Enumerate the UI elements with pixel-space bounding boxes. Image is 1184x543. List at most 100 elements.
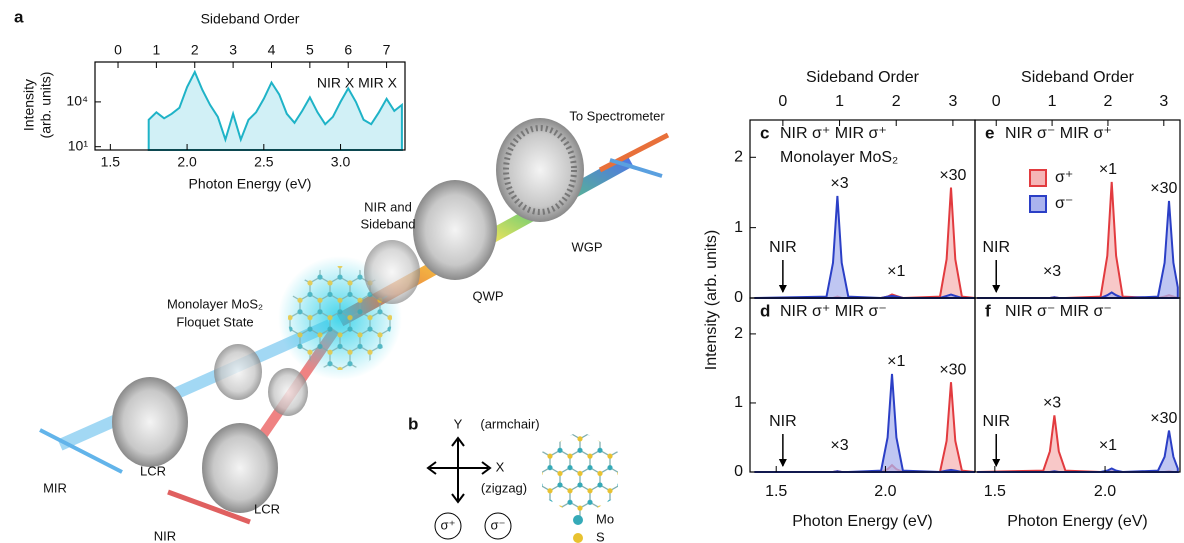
peak-annotation: ×3 <box>830 175 848 192</box>
annotation: NIR X MIR X <box>317 75 398 91</box>
y-axis-label: Intensity (arb. units) <box>703 230 720 371</box>
panel-title: NIR σ⁻ MIR σ⁺ <box>1005 125 1112 142</box>
annotation-arrowhead <box>992 459 1000 467</box>
x-axis-label: Photon Energy (eV) <box>792 513 933 530</box>
figure: a b To Spectrometer NIR and Sideband WGP… <box>0 0 1184 543</box>
label: MIR <box>43 480 67 495</box>
y-tick-label: 0 <box>734 463 743 480</box>
label: σ⁻ <box>491 517 506 532</box>
label: σ⁺ <box>441 517 456 532</box>
annotation-arrowhead <box>779 459 787 467</box>
x2-tick-label: 2 <box>1103 93 1112 110</box>
panel-title: NIR σ⁺ MIR σ⁺ <box>780 125 887 142</box>
mo-dot <box>573 515 583 525</box>
x2-axis-label: Sideband Order <box>806 69 920 86</box>
lattice <box>542 430 618 518</box>
label: QWP <box>472 288 503 303</box>
x2-tick-label: 2 <box>191 42 199 58</box>
y-tick-label: 2 <box>734 149 743 166</box>
x2-tick-label: 3 <box>1159 93 1168 110</box>
label: Monolayer MoS₂ <box>167 296 263 311</box>
panel-title: NIR σ⁻ MIR σ⁻ <box>1005 303 1112 320</box>
qwp <box>413 180 497 280</box>
x-tick-label: 2.0 <box>177 154 197 170</box>
legend-label: σ⁺ <box>1055 169 1073 186</box>
peak-annotation: ×30 <box>939 167 966 184</box>
panel-subtitle: Monolayer MoS₂ <box>780 149 898 166</box>
label: Y <box>454 416 463 431</box>
label: NIR <box>154 528 176 543</box>
legend-swatch <box>1030 170 1046 186</box>
series-area <box>977 431 1178 472</box>
x-axis-label: Photon Energy (eV) <box>189 176 312 192</box>
plot-frame <box>750 120 975 298</box>
peak-annotation: NIR <box>982 413 1010 430</box>
panel-label: a <box>14 7 24 26</box>
lens <box>364 240 420 304</box>
label: WGP <box>571 239 602 254</box>
label: Mo <box>596 511 614 526</box>
x-tick-label: 1.5 <box>765 483 787 500</box>
plot-frame <box>975 120 1180 298</box>
peak-annotation: ×1 <box>1099 161 1117 178</box>
x-tick-label: 2.0 <box>874 483 896 500</box>
x-tick-label: 1.5 <box>101 154 121 170</box>
x-tick-label: 2.5 <box>254 154 274 170</box>
plot-frame <box>750 298 975 472</box>
x2-tick-label: 4 <box>268 42 276 58</box>
x2-axis-label: Sideband Order <box>1021 69 1135 86</box>
label: LCR <box>140 463 166 478</box>
panel-label: e <box>985 123 994 142</box>
x-tick-label: 2.0 <box>1094 483 1116 500</box>
legend-swatch <box>1030 196 1046 212</box>
y-tick-label: 1 <box>734 394 743 411</box>
peak-annotation: ×30 <box>939 361 966 378</box>
label: (zigzag) <box>481 480 527 495</box>
x2-tick-label: 3 <box>948 93 957 110</box>
y-tick-label: 10¹ <box>68 137 89 153</box>
lens <box>202 423 278 513</box>
peak-annotation: ×3 <box>1043 263 1061 280</box>
label: Sideband <box>361 216 416 231</box>
lens <box>112 377 188 467</box>
peak-annotation: ×30 <box>1150 410 1177 427</box>
x-axis-label: Photon Energy (eV) <box>1007 513 1148 530</box>
x2-tick-label: 1 <box>835 93 844 110</box>
label: LCR <box>254 501 280 516</box>
panel-label: c <box>760 123 769 142</box>
label: (armchair) <box>480 416 539 431</box>
wgp <box>496 118 584 222</box>
y-tick-label: 0 <box>734 289 743 306</box>
x2-tick-label: 7 <box>383 42 391 58</box>
peak-annotation: NIR <box>769 239 797 256</box>
peak-annotation: ×1 <box>1099 437 1117 454</box>
y-tick-label: 1 <box>734 219 743 236</box>
x2-tick-label: 0 <box>778 93 787 110</box>
x2-tick-label: 1 <box>1048 93 1057 110</box>
peak-annotation: ×1 <box>887 353 905 370</box>
x2-tick-label: 5 <box>306 42 314 58</box>
peak-annotation: NIR <box>982 239 1010 256</box>
annotation-arrowhead <box>779 285 787 293</box>
x2-tick-label: 2 <box>892 93 901 110</box>
out-arrow <box>600 135 668 170</box>
lens <box>268 368 308 416</box>
lens <box>214 344 262 400</box>
label: NIR and <box>364 199 412 214</box>
label: X <box>496 459 505 474</box>
peak-annotation: ×3 <box>1043 395 1061 412</box>
panel-label: d <box>760 301 770 320</box>
panel-label: b <box>408 414 418 433</box>
x-tick-label: 1.5 <box>984 483 1006 500</box>
legend-label: σ⁻ <box>1055 195 1073 212</box>
setup-drawing <box>40 118 668 543</box>
peak-annotation: ×3 <box>830 437 848 454</box>
plot-frame <box>975 298 1180 472</box>
panel-label: f <box>985 301 991 320</box>
peak-annotation: ×1 <box>887 263 905 280</box>
label: To Spectrometer <box>569 108 665 123</box>
y-axis-label: Intensity <box>21 79 37 131</box>
x-tick-label: 3.0 <box>331 154 351 170</box>
peak-annotation: ×30 <box>1150 180 1177 197</box>
peak-annotation: NIR <box>769 413 797 430</box>
